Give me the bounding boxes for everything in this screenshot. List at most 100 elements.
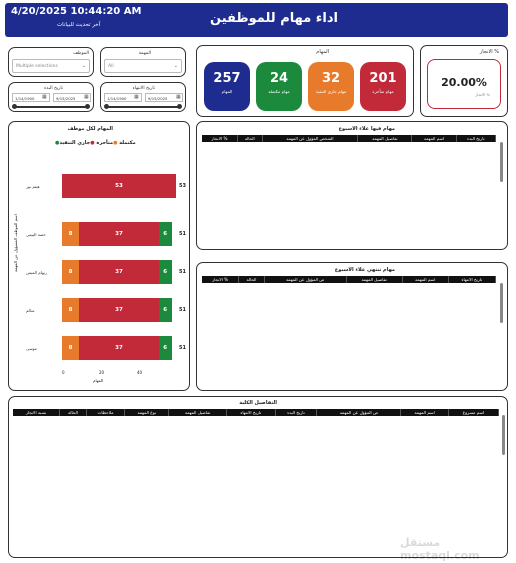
bar-segment[interactable]: 8	[62, 298, 80, 322]
tasks-this-week-card: مهام فيها علاء الاسبوع الانجاز % الحالة ال…	[196, 121, 508, 250]
chevron-down-icon: ⌄	[173, 63, 178, 69]
employee-filter-label: الموظف	[73, 51, 89, 56]
scrollbar[interactable]	[500, 283, 503, 323]
calendar-icon[interactable]: ▦	[134, 94, 139, 100]
calendar-icon[interactable]: ▦	[84, 94, 89, 100]
calendar-icon[interactable]: ▦	[42, 94, 47, 100]
kpi-value: 32	[321, 71, 341, 86]
kpi-label: مهام مكتملة	[268, 89, 290, 94]
y-tick-label: سالم	[26, 308, 35, 313]
bar-segment[interactable]: 6	[158, 298, 172, 322]
column-header: الشخص المؤول عن المهمة	[262, 135, 359, 142]
bar-segment[interactable]: 37	[79, 336, 159, 360]
slider-handle[interactable]	[104, 104, 109, 109]
end-date-from[interactable]: 1/14/1900	[104, 93, 142, 102]
legend-dot-icon: ●	[55, 140, 60, 146]
column-header: اسم المهمة	[402, 276, 449, 283]
scrollbar[interactable]	[500, 142, 503, 182]
column-header: ص المؤول عن المهمة	[316, 409, 402, 416]
achievement-sub: الانجاز %	[475, 92, 490, 97]
table-title: التفاصيل الكلية	[239, 400, 277, 406]
kpi-late: 201 مهام متأخرة	[360, 62, 406, 111]
bar-segment[interactable]: 6	[158, 222, 172, 246]
legend-dot-icon: ●	[90, 140, 95, 146]
y-axis-label: اسم الموظف المسؤول عن المهمة	[13, 214, 18, 272]
achievement-title: الانجاز %	[479, 49, 499, 55]
column-header: تفاصيل المهمة	[346, 276, 403, 283]
bar-segment[interactable]: 37	[79, 260, 159, 284]
y-tick-label: ريهام الميس	[26, 270, 47, 275]
achievement-value: 20.00%	[441, 76, 487, 89]
bar-segment[interactable]: 37	[79, 298, 159, 322]
bar-total-label: 51	[179, 345, 186, 351]
tasks-ending-this-week-card: مهام تنتهي علاء الاسبوع الانجاز % الحالة ص…	[196, 262, 508, 391]
all-details-card: التفاصيل الكلية نسبة الانجاز الحالة ملاحظا…	[8, 396, 508, 558]
bar-total-label: 53	[179, 183, 186, 189]
end-date-slider[interactable]	[106, 106, 180, 108]
y-tick-label: هيثم نور	[26, 184, 40, 189]
legend-item: جاري التنفيذ	[59, 140, 91, 146]
tasks-ending-table: الانجاز % الحالة ص المؤول عن المهمة تفاصيل …	[202, 276, 496, 283]
start-date-to[interactable]: 9/15/2025	[53, 93, 91, 102]
x-tick: 20	[99, 370, 105, 375]
task-filter-label: المهمة	[138, 51, 151, 56]
column-header: تفاصيل المهمة	[357, 135, 413, 142]
slider-handle[interactable]	[12, 104, 17, 109]
bar-segment[interactable]: 53	[62, 174, 176, 198]
column-header: ملاحظات	[86, 409, 126, 416]
column-header: تاريخ الانتهاء	[448, 276, 496, 283]
achievement-card: الانجاز % 20.00% الانجاز %	[420, 45, 508, 117]
start-date-slider[interactable]	[14, 106, 88, 108]
task-dropdown[interactable]: All ⌄	[104, 59, 182, 73]
column-header: الحالة	[237, 135, 263, 142]
x-axis-label: المهام	[93, 378, 104, 383]
start-date-from[interactable]: 1/14/1900	[12, 93, 50, 102]
column-header: ص المؤول عن المهمة	[264, 276, 347, 283]
tasks-per-employee-chart: المهام لكل موظف ● مكتملة ●متأخرة ●جاري ال…	[8, 121, 190, 391]
bar-segment[interactable]: 6	[158, 336, 172, 360]
task-filter-card: المهمة All ⌄	[100, 47, 186, 77]
bar-segment[interactable]: 8	[62, 222, 80, 246]
calendar-icon[interactable]: ▦	[176, 94, 181, 100]
tasks-panel-title: المهام	[316, 49, 329, 55]
column-header: الحالة	[59, 409, 87, 416]
chevron-down-icon: ⌄	[81, 63, 86, 69]
column-header: نوع المهمة	[124, 409, 170, 416]
column-header: اسم المهمة	[400, 409, 449, 416]
bar-segment[interactable]: 6	[158, 260, 172, 284]
employee-dropdown-value: Multiple selections	[16, 64, 58, 69]
page-title: اداء مهام للموظفين	[210, 11, 338, 26]
scrollbar[interactable]	[502, 415, 505, 455]
slider-handle[interactable]	[177, 104, 182, 109]
filters-card: الموظف Multiple selections ⌄ المهمة All ⌄ …	[8, 45, 186, 113]
end-date-to[interactable]: 9/15/2025	[145, 93, 183, 102]
watermark: مستقل mostaql.com	[400, 536, 480, 562]
kpi-total-tasks: 257 المهام	[204, 62, 250, 111]
achievement-box: 20.00% الانجاز %	[427, 59, 501, 109]
legend-item: مكتملة	[119, 140, 136, 146]
kpi-value: 24	[269, 71, 289, 86]
employee-dropdown[interactable]: Multiple selections ⌄	[12, 59, 90, 73]
employee-filter-card: الموظف Multiple selections ⌄	[8, 47, 94, 77]
slider-handle[interactable]	[85, 104, 90, 109]
bar-total-label: 51	[179, 307, 186, 313]
bar-total-label: 51	[179, 231, 186, 237]
column-header: الانجاز %	[202, 135, 238, 142]
kpi-label: المهام	[221, 89, 233, 94]
bar-segment[interactable]: 37	[79, 222, 159, 246]
chart-title: المهام لكل موظف	[67, 126, 113, 132]
bar-total-label: 51	[179, 269, 186, 275]
kpi-label: مهام جاري التنفيذ	[315, 89, 347, 94]
bar-segment[interactable]: 8	[62, 260, 80, 284]
x-tick: 0	[62, 370, 65, 375]
legend-dot-icon: ●	[113, 140, 118, 146]
bar-segment[interactable]: 8	[62, 336, 80, 360]
start-date-filter-card: تاريخ البدء 1/14/1900 ▦ 9/15/2025 ▦	[8, 82, 94, 112]
column-header: تفاصيل المهمة	[168, 409, 228, 416]
legend-item: متأخرة	[96, 140, 114, 146]
end-date-label: تاريخ الانتهاء	[132, 86, 155, 91]
kpi-label: مهام متأخرة	[372, 89, 394, 94]
column-header: تاريخ الانتهاء	[226, 409, 276, 416]
column-header: الانجاز %	[202, 276, 240, 283]
all-details-table: نسبة الانجاز الحالة ملاحظات نوع المهمة تفاصي…	[13, 409, 499, 416]
